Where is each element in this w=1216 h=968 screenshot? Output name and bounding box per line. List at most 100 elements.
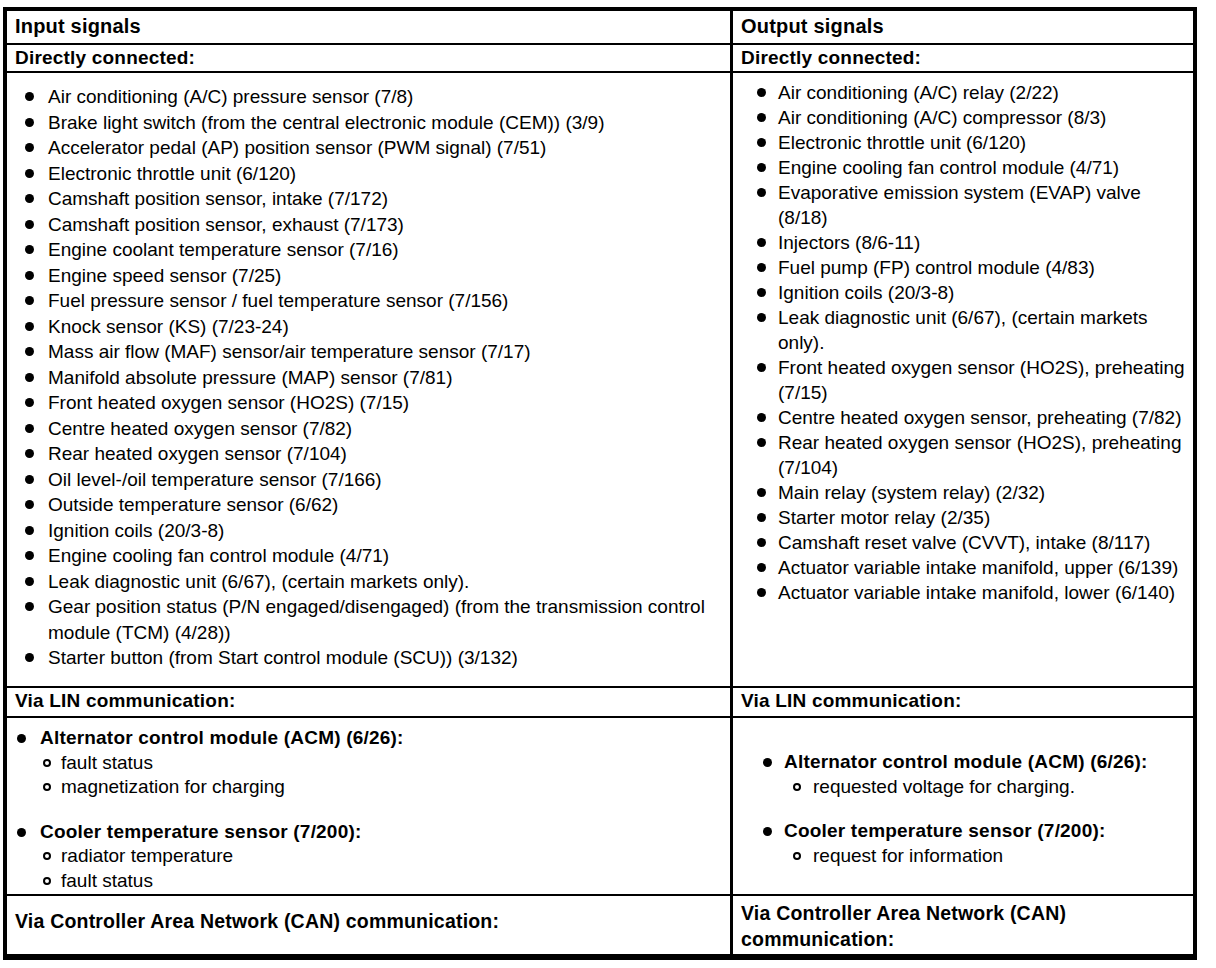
sub-bullet-icon (43, 852, 51, 860)
signal-item-text: Centre heated oxygen sensor (7/82) (48, 416, 724, 442)
output-lin-groups: Alternator control module (ACM) (6/26):r… (730, 718, 1193, 894)
output-directly-connected-list: Air conditioning (A/C) relay (2/22)Air c… (730, 73, 1193, 686)
output-can-title: Via Controller Area Network (CAN) commun… (741, 902, 1066, 950)
lin-subitem-text: radiator temperature (61, 844, 730, 869)
bullet-icon (763, 827, 772, 836)
lin-group-label: Alternator control module (ACM) (6/26): (784, 750, 1191, 775)
bullet-icon (25, 449, 34, 458)
signal-item-text: Engine cooling fan control module (4/71) (48, 543, 724, 569)
signal-item-text: Actuator variable intake manifold, lower… (778, 580, 1191, 605)
lin-subitem-text: magnetization for charging (61, 775, 730, 800)
signal-item-text: Engine cooling fan control module (4/71) (778, 155, 1191, 180)
signals-table: Input signals Output signals Directly co… (3, 7, 1197, 960)
bullet-icon (757, 88, 766, 97)
signal-item-text: Air conditioning (A/C) pressure sensor (… (48, 84, 724, 110)
output-directly-connected-cell: Directly connected: (730, 45, 1193, 71)
bullet-icon (757, 438, 766, 447)
bullet-icon (757, 563, 766, 572)
signal-item: Rear heated oxygen sensor (7/104) (7, 441, 730, 467)
lin-subitem-text: requested voltage for charging. (813, 775, 1193, 800)
signal-item: Main relay (system relay) (2/32) (733, 480, 1193, 505)
bullet-icon (25, 92, 34, 101)
input-directly-connected-list: Air conditioning (A/C) pressure sensor (… (7, 73, 730, 686)
signal-item: Air conditioning (A/C) compressor (8/3) (733, 105, 1193, 130)
bullet-icon (757, 488, 766, 497)
signal-item: Ignition coils (20/3-8) (733, 280, 1193, 305)
bullet-icon (25, 322, 34, 331)
bullet-icon (25, 347, 34, 356)
input-can-title: Via Controller Area Network (CAN) commun… (15, 910, 499, 932)
lin-group: Cooler temperature sensor (7/200):reques… (733, 819, 1193, 868)
signal-item-text: Oil level-/oil temperature sensor (7/166… (48, 467, 724, 493)
lin-group: Cooler temperature sensor (7/200):radiat… (7, 820, 730, 894)
signal-item-text: Actuator variable intake manifold, upper… (778, 555, 1191, 580)
input-lin-groups: Alternator control module (ACM) (6/26):f… (7, 718, 730, 894)
lin-group-label: Alternator control module (ACM) (6/26): (40, 726, 724, 751)
signal-item-text: Gear position status (P/N engaged/diseng… (48, 594, 724, 645)
signal-item-text: Outside temperature sensor (6/62) (48, 492, 724, 518)
input-directly-connected-cell: Directly connected: (7, 45, 730, 71)
bullet-icon (25, 271, 34, 280)
signal-item: Outside temperature sensor (6/62) (7, 492, 730, 518)
signal-item-text: Engine speed sensor (7/25) (48, 263, 724, 289)
signal-item: Air conditioning (A/C) pressure sensor (… (7, 84, 730, 110)
input-signals-header-cell: Input signals (7, 11, 730, 43)
bullet-icon (757, 113, 766, 122)
signal-item-text: Main relay (system relay) (2/32) (778, 480, 1191, 505)
bullet-icon (757, 188, 766, 197)
signal-item: Rear heated oxygen sensor (HO2S), prehea… (733, 430, 1193, 480)
signal-item-text: Starter motor relay (2/35) (778, 505, 1191, 530)
output-can-title-cell: Via Controller Area Network (CAN) commun… (730, 896, 1193, 954)
lin-group-header: Cooler temperature sensor (7/200): (7, 820, 730, 845)
bullet-icon (25, 424, 34, 433)
signal-item: Electronic throttle unit (6/120) (733, 130, 1193, 155)
signal-item-text: Electronic throttle unit (6/120) (778, 130, 1191, 155)
bullet-icon (757, 163, 766, 172)
signal-item: Air conditioning (A/C) relay (2/22) (733, 80, 1193, 105)
signal-item: Centre heated oxygen sensor (7/82) (7, 416, 730, 442)
signal-item: Ignition coils (20/3-8) (7, 518, 730, 544)
signal-item-text: Injectors (8/6-11) (778, 230, 1191, 255)
output-lin-title: Via LIN communication: (741, 690, 961, 711)
signal-item-text: Mass air flow (MAF) sensor/air temperatu… (48, 339, 724, 365)
bullet-icon (25, 526, 34, 535)
signal-item: Starter motor relay (2/35) (733, 505, 1193, 530)
lin-subitem-text: fault status (61, 751, 730, 776)
signal-item: Front heated oxygen sensor (HO2S), prehe… (733, 355, 1193, 405)
signal-item: Starter button (from Start control modul… (7, 645, 730, 671)
input-lin-title: Via LIN communication: (15, 690, 235, 711)
bullet-icon (25, 398, 34, 407)
signal-item: Engine cooling fan control module (4/71) (7, 543, 730, 569)
lin-communication-row: Via LIN communication: Via LIN communica… (7, 688, 1193, 718)
bullet-icon (25, 653, 34, 662)
signal-item: Leak diagnostic unit (6/67), (certain ma… (733, 305, 1193, 355)
bullet-icon (17, 734, 26, 743)
output-signals-title: Output signals (741, 15, 884, 37)
signal-item: Gear position status (P/N engaged/diseng… (7, 594, 730, 645)
lin-subitem-text: request for information (813, 844, 1193, 869)
signal-item: Camshaft position sensor, intake (7/172) (7, 186, 730, 212)
bullet-icon (757, 588, 766, 597)
signal-item: Leak diagnostic unit (6/67), (certain ma… (7, 569, 730, 595)
signal-item-text: Fuel pump (FP) control module (4/83) (778, 255, 1191, 280)
signal-item-text: Knock sensor (KS) (7/23-24) (48, 314, 724, 340)
bullet-icon (25, 118, 34, 127)
signal-item-text: Electronic throttle unit (6/120) (48, 161, 724, 187)
bullet-icon (25, 143, 34, 152)
signal-item-text: Manifold absolute pressure (MAP) sensor … (48, 365, 724, 391)
can-communication-row: Via Controller Area Network (CAN) commun… (7, 896, 1193, 954)
signal-item-text: Centre heated oxygen sensor, preheating … (778, 405, 1191, 430)
signal-item: Fuel pump (FP) control module (4/83) (733, 255, 1193, 280)
bullet-icon (25, 475, 34, 484)
bullet-icon (25, 577, 34, 586)
signal-item-text: Leak diagnostic unit (6/67), (certain ma… (778, 305, 1191, 355)
sub-bullet-icon (793, 852, 801, 860)
bullet-icon (757, 363, 766, 372)
bullet-icon (25, 220, 34, 229)
signal-item: Front heated oxygen sensor (HO2S) (7/15) (7, 390, 730, 416)
bullet-icon (757, 513, 766, 522)
lin-group-header: Alternator control module (ACM) (6/26): (733, 750, 1193, 775)
output-lin-title-cell: Via LIN communication: (730, 688, 1193, 716)
bullet-icon (757, 138, 766, 147)
output-signals-header-cell: Output signals (730, 11, 1193, 43)
